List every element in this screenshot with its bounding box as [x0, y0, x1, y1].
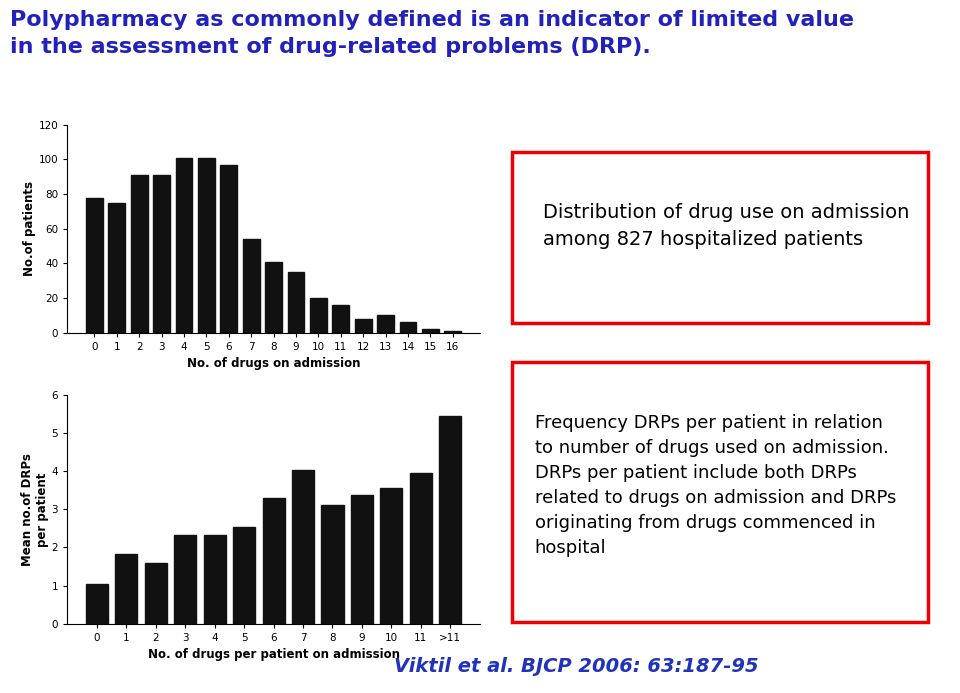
- Bar: [422, 329, 439, 333]
- Bar: [243, 239, 259, 333]
- Bar: [265, 262, 282, 333]
- Bar: [86, 198, 103, 333]
- Bar: [350, 495, 372, 624]
- Bar: [410, 473, 432, 624]
- Y-axis label: Mean no.of DRPs
per patient: Mean no.of DRPs per patient: [21, 453, 49, 565]
- Bar: [198, 158, 215, 333]
- Bar: [288, 272, 304, 333]
- Bar: [263, 498, 284, 624]
- Text: Frequency DRPs per patient in relation
to number of drugs used on admission.
DRP: Frequency DRPs per patient in relation t…: [535, 414, 896, 557]
- Y-axis label: No.of patients: No.of patients: [23, 181, 36, 277]
- Bar: [439, 416, 461, 624]
- Bar: [233, 527, 255, 624]
- Bar: [292, 471, 314, 624]
- X-axis label: No. of drugs per patient on admission: No. of drugs per patient on admission: [148, 648, 399, 661]
- FancyBboxPatch shape: [513, 362, 927, 622]
- Bar: [332, 305, 349, 333]
- Text: Polypharmacy as commonly defined is an indicator of limited value
in the assessm: Polypharmacy as commonly defined is an i…: [10, 10, 853, 57]
- Text: Distribution of drug use on admission
among 827 hospitalized patients: Distribution of drug use on admission am…: [543, 203, 910, 249]
- Bar: [131, 175, 148, 333]
- Bar: [355, 319, 372, 333]
- Bar: [176, 158, 192, 333]
- Bar: [310, 298, 326, 333]
- Bar: [108, 202, 125, 333]
- Text: Viktil et al. BJCP 2006: 63:187-95: Viktil et al. BJCP 2006: 63:187-95: [394, 657, 758, 676]
- Bar: [175, 535, 197, 624]
- Bar: [204, 535, 226, 624]
- Bar: [86, 584, 108, 624]
- Bar: [322, 505, 344, 624]
- X-axis label: No. of drugs on admission: No. of drugs on admission: [187, 357, 360, 370]
- Bar: [377, 315, 394, 333]
- Bar: [221, 164, 237, 333]
- Bar: [444, 331, 461, 333]
- Bar: [154, 175, 170, 333]
- Bar: [399, 322, 417, 333]
- Bar: [380, 488, 402, 624]
- FancyBboxPatch shape: [513, 152, 927, 323]
- Bar: [115, 554, 137, 624]
- Bar: [145, 563, 167, 624]
